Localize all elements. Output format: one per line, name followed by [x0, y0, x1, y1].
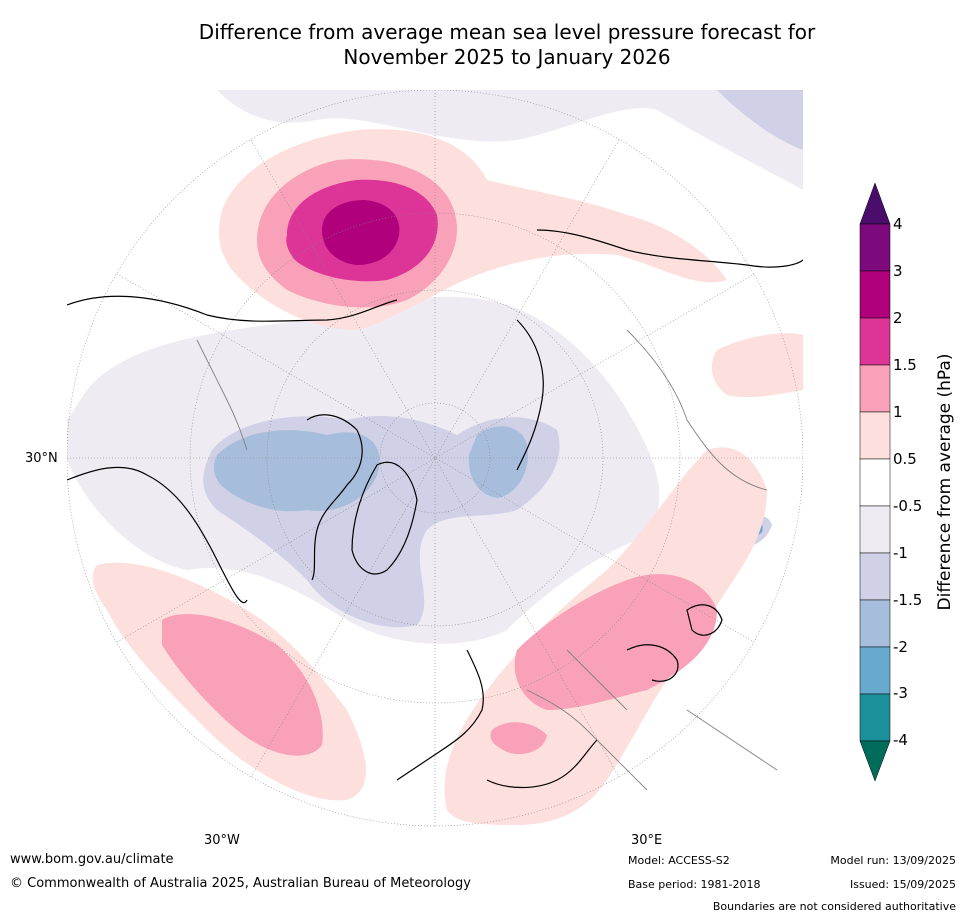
borders: [196, 329, 778, 791]
colorbar-tick-neg-2: -2: [893, 638, 908, 656]
colorbar-tick-neg-3: -3: [893, 684, 908, 702]
anomaly-pos-mid-eastern-europe: [514, 574, 717, 710]
model-run-text: Model run: 13/09/2025: [830, 854, 956, 867]
meridian-label-30w: 30°W: [204, 833, 240, 848]
anomaly-pos-mid-mediterranean: [490, 722, 547, 755]
parallel-label-30n: 30°N: [25, 451, 58, 466]
colorbar-extend-bottom: [859, 740, 891, 782]
title-line-1: Difference from average mean sea level p…: [198, 20, 816, 44]
graticule: [67, 90, 803, 827]
colorbar-tick-neg-1: -1: [893, 544, 908, 562]
anomaly-pos-highest-north-pacific: [322, 200, 400, 265]
anomaly-pos-light-siberia: [711, 333, 803, 398]
anomaly-map: [67, 90, 803, 827]
meridian-label-30e: 30°E: [631, 833, 663, 848]
colorbar: [859, 182, 891, 782]
colorbar-band-neg-3-to-4: [859, 693, 891, 742]
colorbar-tick-neg-0.5: -0.5: [893, 497, 923, 515]
neg-strong-areas: [214, 426, 763, 536]
colorbar-tick-neg-1.5: -1.5: [893, 591, 923, 609]
anomaly-neg-strong-barents-kara: [468, 426, 528, 498]
anomaly-pos-mid-north-atlantic: [162, 614, 323, 756]
colorbar-band-neg-1-to-1.5: [859, 552, 891, 601]
copyright-text: © Commonwealth of Australia 2025, Austra…: [10, 876, 471, 891]
coastlines: [67, 229, 803, 789]
chart-title: Difference from average mean sea level p…: [0, 20, 965, 70]
colorbar-band-2-to-3: [859, 270, 891, 319]
colorbar-extend-top: [859, 182, 891, 225]
base-period-text: Base period: 1981-2018: [628, 878, 761, 891]
colorbar-band-neg-0.5-to-1: [859, 505, 891, 554]
anomaly-neg-medium-north-pacific-corner: [717, 90, 803, 150]
colorbar-band-neutral: [859, 458, 891, 507]
disclaimer-text: Boundaries are not considered authoritat…: [712, 900, 956, 913]
colorbar-tick-4: 4: [893, 215, 903, 233]
colorbar-band-1-to-1.5: [859, 364, 891, 413]
colorbar-band-0.5-to-1: [859, 411, 891, 460]
colorbar-band-neg-2-to-3: [859, 646, 891, 695]
colorbar-title: Difference from average (hPa): [935, 353, 955, 611]
website-link[interactable]: www.bom.gov.au/climate: [10, 852, 174, 867]
colorbar-tick-1.5: 1.5: [893, 356, 917, 374]
colorbar-tick-3: 3: [893, 262, 903, 280]
anomaly-neg-strong-canadian-arctic: [214, 430, 380, 512]
title-line-2: November 2025 to January 2026: [343, 45, 671, 69]
pos-high-areas: [286, 179, 438, 282]
issued-text: Issued: 15/09/2025: [849, 878, 956, 891]
colorbar-tick-2: 2: [893, 309, 903, 327]
anomaly-neg-light-north-pacific: [217, 90, 803, 190]
colorbar-tick-0.5: 0.5: [893, 450, 917, 468]
colorbar-tick-neg-4: -4: [893, 731, 908, 749]
map-svg: [67, 90, 803, 827]
colorbar-band-neg-1.5-to-2: [859, 599, 891, 648]
colorbar-band-3-to-4: [859, 223, 891, 272]
colorbar-band-1.5-to-2: [859, 317, 891, 366]
colorbar-tick-1: 1: [893, 403, 903, 421]
model-text: Model: ACCESS-S2: [628, 854, 730, 867]
